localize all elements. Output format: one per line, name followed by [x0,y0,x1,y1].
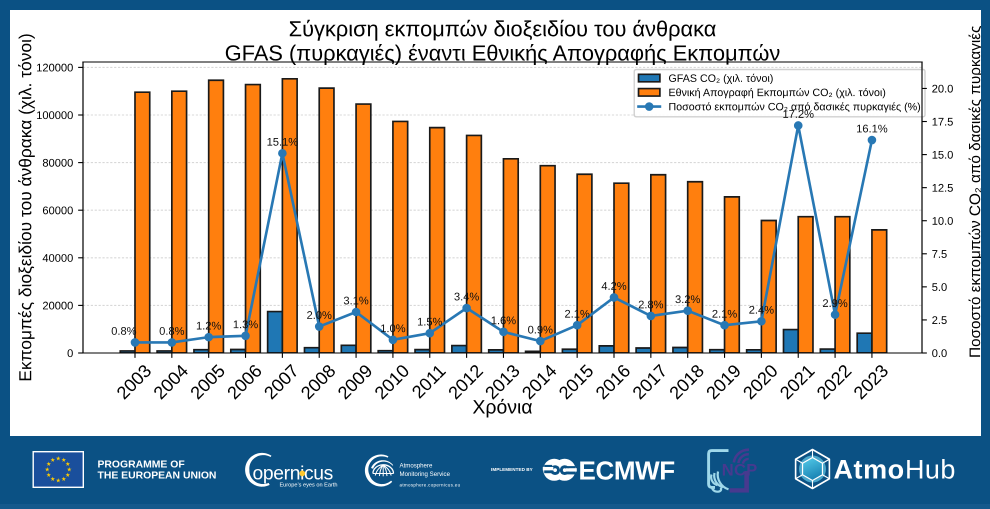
svg-text:Atmosphere: Atmosphere [400,463,433,470]
svg-text:opernicus: opernicus [253,464,333,485]
svg-text:THE EUROPEAN UNION: THE EUROPEAN UNION [98,471,217,482]
svg-text:Atmo: Atmo [834,455,905,485]
svg-text:atmosphere.copernicus.eu: atmosphere.copernicus.eu [400,483,461,488]
svg-text:ECMWF: ECMWF [579,455,675,485]
svg-text:Europe’s eyes on Earth: Europe’s eyes on Earth [279,483,337,489]
svg-text:IMPLEMENTED BY: IMPLEMENTED BY [491,467,533,472]
svg-text:Hub: Hub [905,455,956,485]
svg-text:NCP: NCP [722,462,758,480]
svg-text:Monitoring Service: Monitoring Service [400,471,451,478]
svg-text:PROGRAMME OF: PROGRAMME OF [98,459,185,470]
